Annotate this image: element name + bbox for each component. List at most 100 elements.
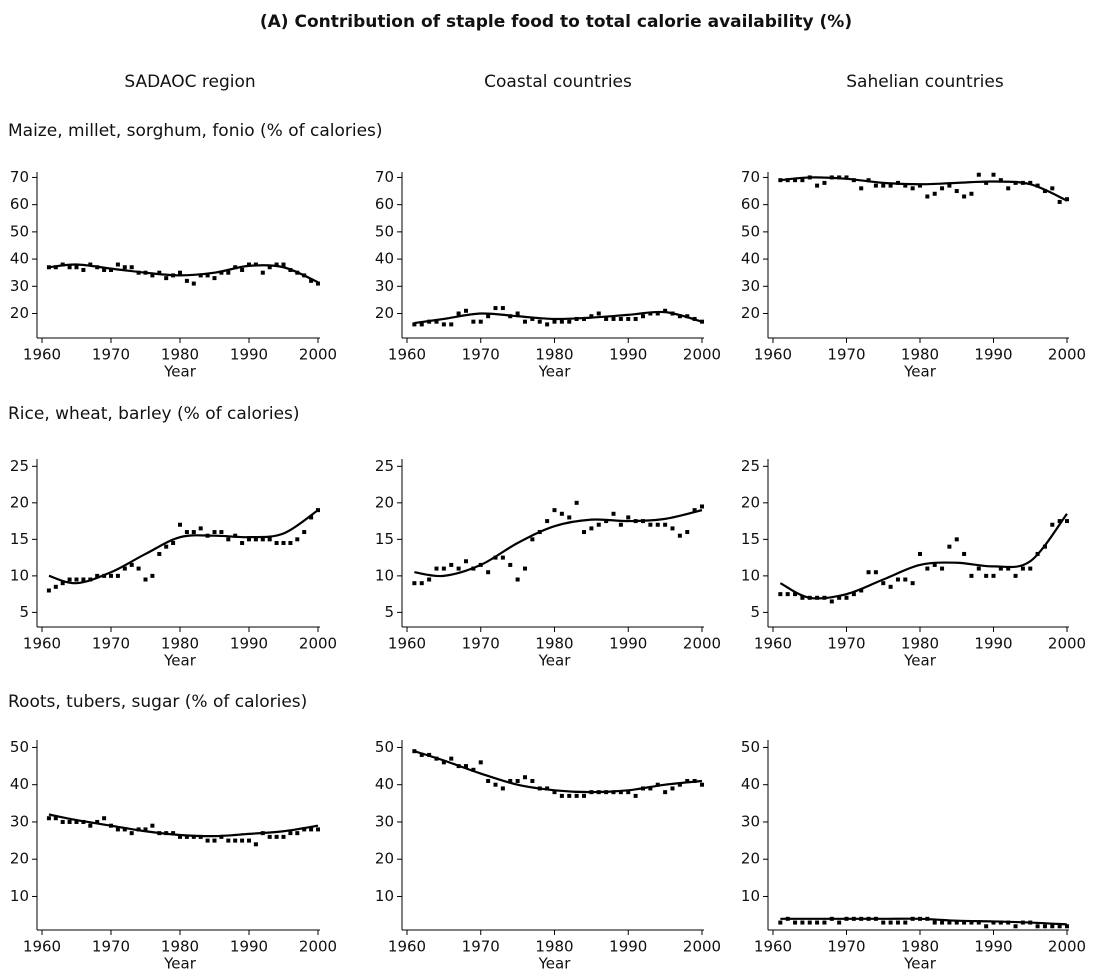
x-tick-label: 1980 — [161, 346, 199, 364]
point — [240, 838, 245, 843]
point — [1035, 924, 1040, 929]
x-tick-label: 2000 — [683, 635, 721, 653]
point — [962, 194, 967, 199]
point — [508, 562, 513, 567]
y-tick-label: 15 — [741, 530, 760, 548]
point — [464, 559, 468, 564]
y-tick-label: 10 — [741, 887, 760, 905]
y-tick-label: 40 — [741, 775, 760, 793]
point — [219, 270, 224, 275]
point — [178, 522, 182, 527]
x-tick-label: 1970 — [827, 346, 865, 364]
point — [295, 831, 300, 836]
x-tick-label: 1960 — [23, 346, 61, 364]
point — [240, 541, 245, 545]
y-tick-label: 10 — [10, 887, 29, 905]
point — [88, 823, 93, 828]
point — [449, 322, 454, 327]
x-tick-label: 1960 — [388, 346, 426, 364]
point — [815, 183, 820, 188]
point — [837, 920, 842, 925]
y-tick-label: 40 — [375, 250, 394, 268]
point — [925, 566, 930, 571]
point — [633, 793, 638, 798]
point — [991, 172, 996, 177]
point — [247, 262, 251, 267]
point — [998, 178, 1003, 183]
y-tick-label: 30 — [741, 277, 760, 295]
x-tick-label: 1980 — [901, 938, 939, 956]
point — [1057, 924, 1062, 929]
x-tick-label: 2000 — [299, 635, 337, 653]
y-tick-label: 50 — [10, 222, 29, 240]
point — [412, 581, 417, 586]
point — [67, 265, 72, 270]
point — [545, 519, 550, 524]
x-tick-label: 1960 — [23, 635, 61, 653]
row-header: Maize, millet, sorghum, fonio (% of calo… — [8, 121, 383, 141]
x-tick-label: 2000 — [299, 346, 337, 364]
fit-line — [414, 310, 703, 325]
point — [932, 562, 937, 567]
x-tick-label: 1990 — [974, 938, 1012, 956]
y-tick-label: 40 — [10, 250, 29, 268]
point — [281, 834, 286, 839]
point — [611, 316, 616, 321]
point — [641, 314, 645, 319]
point — [67, 577, 72, 582]
y-tick-label: 40 — [375, 775, 394, 793]
point — [633, 316, 638, 321]
point — [247, 838, 251, 843]
point — [954, 920, 959, 925]
point — [589, 526, 594, 531]
point — [800, 595, 805, 600]
y-tick-label: 30 — [10, 812, 29, 830]
y-tick-label: 5 — [750, 603, 760, 621]
point — [700, 782, 704, 787]
point — [677, 782, 682, 787]
y-tick-label: 25 — [741, 457, 760, 475]
point — [109, 573, 113, 578]
point — [530, 316, 535, 321]
point — [253, 537, 258, 542]
x-tick-label: 1970 — [462, 938, 500, 956]
point — [692, 508, 697, 513]
point — [604, 316, 609, 321]
x-tick-label: 1990 — [609, 346, 647, 364]
point — [844, 175, 849, 180]
point — [969, 191, 974, 196]
point — [493, 782, 498, 787]
point — [456, 566, 461, 571]
y-tick-label: 20 — [10, 493, 29, 511]
point — [233, 838, 238, 843]
x-axis-label: Year — [903, 652, 937, 670]
point — [441, 760, 446, 765]
point — [500, 306, 505, 311]
point — [164, 544, 169, 549]
point — [95, 819, 100, 824]
point — [1013, 924, 1018, 929]
point — [515, 577, 520, 582]
point — [1057, 519, 1062, 524]
point — [205, 273, 210, 278]
point — [486, 778, 491, 783]
point — [567, 515, 572, 520]
point — [515, 778, 520, 783]
y-tick-label: 30 — [375, 812, 394, 830]
point — [984, 573, 989, 578]
y-tick-label: 60 — [10, 195, 29, 213]
point — [618, 522, 623, 527]
x-axis-label: Year — [538, 955, 572, 973]
point — [115, 827, 120, 832]
point — [53, 584, 58, 589]
y-tick-label: 20 — [375, 304, 394, 322]
point — [976, 920, 981, 925]
point — [582, 793, 586, 798]
point — [947, 920, 952, 925]
point — [184, 834, 189, 839]
point — [427, 577, 432, 582]
point — [947, 544, 952, 549]
point — [122, 566, 127, 571]
point — [910, 581, 915, 586]
point — [822, 920, 827, 925]
